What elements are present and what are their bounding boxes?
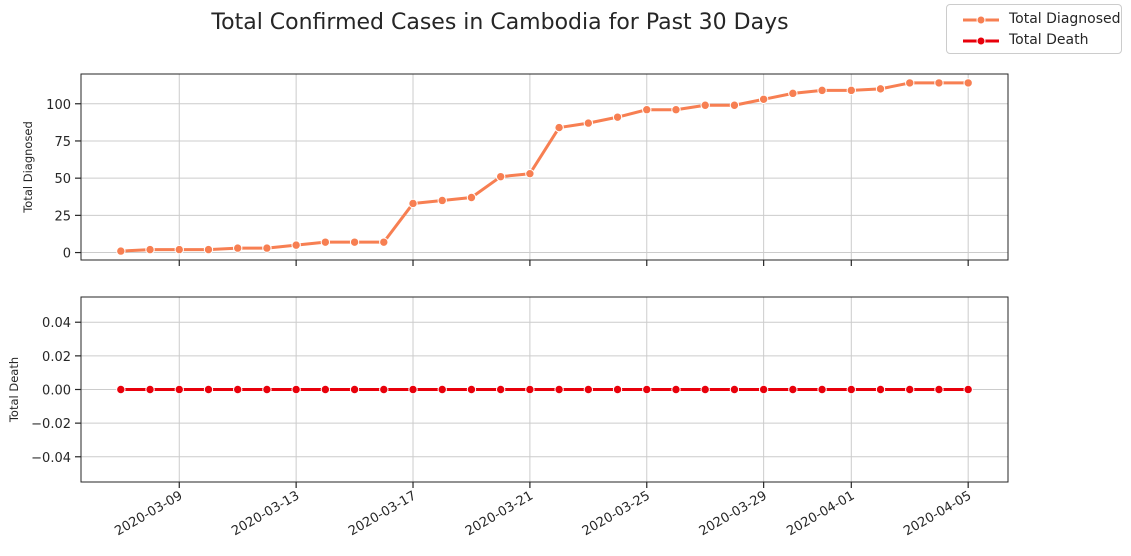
data-point: [642, 384, 652, 395]
data-point: [145, 384, 155, 395]
data-point: [525, 168, 535, 179]
data-point: [320, 384, 331, 395]
data-point: [145, 244, 155, 255]
data-point: [320, 237, 331, 247]
data-point: [642, 105, 652, 115]
data-point: [788, 384, 798, 395]
data-point: [671, 384, 681, 395]
data-point: [437, 384, 447, 395]
x-tick-label: 2020-03-13: [229, 488, 302, 539]
y-tick-label: 0.04: [42, 316, 71, 331]
x-tick-label: 2020-03-21: [463, 488, 536, 539]
data-point: [291, 240, 301, 250]
x-tick-label: 2020-03-09: [112, 488, 185, 539]
data-point: [466, 384, 477, 395]
chart-title: Total Confirmed Cases in Cambodia for Pa…: [211, 10, 789, 35]
legend-swatch-diagnosed: [963, 15, 999, 25]
data-point: [379, 237, 389, 247]
data-point: [554, 384, 564, 395]
plot-frame: [80, 73, 1009, 261]
data-point: [262, 384, 272, 395]
data-point: [729, 100, 740, 110]
data-point: [758, 384, 769, 395]
legend-swatch-death: [963, 36, 999, 46]
data-point: [174, 384, 184, 395]
y-tick-label: −0.02: [31, 417, 71, 432]
data-point: [963, 384, 973, 395]
data-point: [408, 384, 418, 395]
data-point: [934, 384, 944, 395]
series-line: [120, 81, 969, 253]
y-tick-label: 50: [54, 172, 71, 187]
y-tick-label: 0: [63, 247, 71, 262]
y-tick-label: 100: [46, 98, 71, 113]
data-point: [846, 85, 856, 96]
data-point: [875, 384, 886, 395]
y-tick-label: 75: [54, 135, 71, 150]
data-point: [700, 384, 710, 395]
data-point: [846, 384, 856, 395]
legend: Total Diagnosed Total Death: [946, 4, 1122, 54]
data-point: [174, 244, 184, 255]
data-point: [875, 84, 886, 94]
data-point: [905, 78, 915, 88]
data-point: [788, 88, 798, 99]
legend-label-diagnosed: Total Diagnosed: [1009, 11, 1121, 27]
data-point: [671, 105, 681, 115]
legend-item-total-diagnosed: Total Diagnosed: [947, 10, 1121, 30]
y-tick-label: 25: [54, 209, 71, 224]
data-point: [700, 100, 710, 110]
data-point: [116, 384, 126, 395]
x-tick-label: 2020-03-17: [346, 488, 419, 539]
data-point: [262, 243, 272, 253]
data-point: [291, 384, 301, 395]
data-point: [817, 85, 827, 96]
data-point: [583, 118, 594, 128]
legend-item-total-death: Total Death: [947, 31, 1121, 51]
data-point: [905, 384, 915, 395]
data-point: [495, 171, 506, 182]
data-point: [203, 384, 214, 395]
y-axis-label: Total Diagnosed: [21, 121, 35, 214]
data-point: [612, 112, 623, 122]
plot-frame: [80, 296, 1009, 483]
data-point: [203, 244, 214, 255]
data-point: [466, 192, 477, 203]
data-point: [583, 384, 594, 395]
y-tick-label: 0.00: [42, 384, 71, 399]
x-tick-label: 2020-04-05: [901, 488, 974, 539]
data-point: [963, 78, 973, 88]
y-axis-label: Total Death: [7, 357, 21, 423]
y-tick-label: 0.02: [42, 350, 71, 365]
data-point: [934, 78, 944, 88]
data-point: [554, 122, 564, 133]
data-point: [437, 195, 447, 206]
data-point: [729, 384, 740, 395]
x-tick-label: 2020-04-01: [784, 488, 857, 539]
data-point: [817, 384, 827, 395]
data-point: [758, 94, 769, 104]
data-point: [116, 246, 126, 256]
data-point: [408, 198, 418, 209]
data-point: [349, 384, 360, 395]
data-point: [525, 384, 535, 395]
x-tick-label: 2020-03-29: [697, 488, 770, 539]
data-point: [233, 384, 243, 395]
x-tick-label: 2020-03-25: [580, 488, 653, 539]
data-point: [379, 384, 389, 395]
y-tick-label: −0.04: [31, 451, 71, 466]
data-point: [233, 243, 243, 253]
data-point: [495, 384, 506, 395]
legend-label-death: Total Death: [1009, 32, 1089, 48]
data-point: [612, 384, 623, 395]
data-point: [349, 237, 360, 247]
